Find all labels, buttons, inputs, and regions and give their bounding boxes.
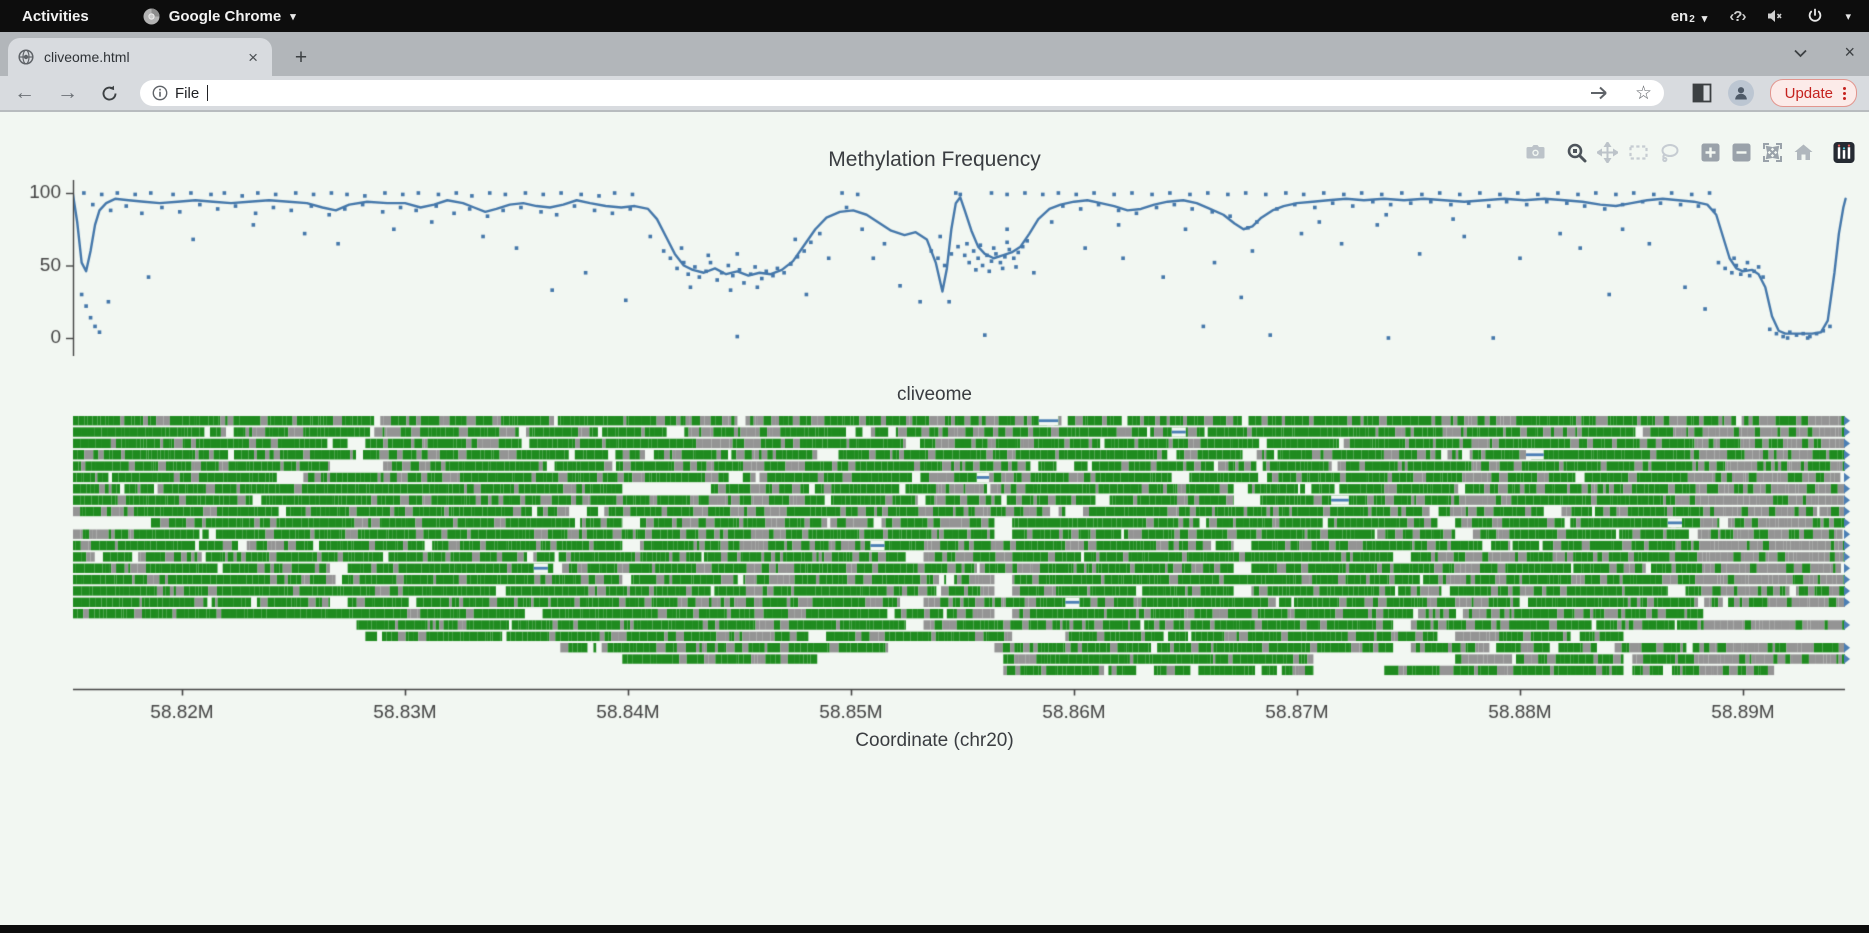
app-menu[interactable]: Google Chrome ▾ — [143, 8, 296, 25]
box-select-icon[interactable] — [1627, 141, 1649, 163]
bottom-edge — [0, 925, 1869, 933]
info-icon — [152, 85, 168, 101]
app-menu-label: Google Chrome — [168, 7, 282, 25]
back-button[interactable]: ← — [14, 81, 35, 104]
browser-toolbar: ← → File ☆ — [0, 76, 1869, 110]
reset-axes-home-icon[interactable] — [1792, 141, 1814, 163]
address-chip-label: File — [175, 84, 200, 102]
plot-page: Methylation Frequency cliveome Coordinat… — [0, 112, 1869, 925]
update-label: Update — [1784, 84, 1833, 102]
share-send-icon[interactable] — [1589, 84, 1609, 102]
toolbar-divider — [0, 110, 1869, 112]
new-tab-button[interactable]: + — [294, 46, 308, 69]
reads-track-title: cliveome — [897, 384, 972, 405]
forward-button[interactable]: → — [57, 81, 78, 104]
side-panel-icon[interactable] — [1692, 83, 1712, 103]
keyboard-layout-indicator[interactable]: en 2 ▾ — [1670, 7, 1708, 25]
pan-tool-icon[interactable] — [1596, 141, 1618, 163]
methylation-chart-title: Methylation Frequency — [828, 148, 1041, 171]
system-menu-caret-icon[interactable]: ▾ — [1845, 10, 1851, 23]
tab-close-icon[interactable]: × — [248, 47, 258, 67]
bookmark-star-icon[interactable]: ☆ — [1634, 82, 1652, 104]
download-camera-icon[interactable] — [1524, 141, 1546, 163]
help-indicator-icon[interactable]: ‹?› — [1729, 7, 1746, 25]
gnome-top-bar: Activities Google Chrome ▾ en 2 ▾ ‹?› — [0, 0, 1869, 32]
window-minimize-icon[interactable] — [1793, 48, 1808, 58]
plotly-modebar — [1524, 141, 1855, 163]
address-text-caret — [207, 85, 209, 101]
browser-menu-icon[interactable] — [1843, 86, 1846, 100]
person-icon — [1734, 87, 1747, 100]
profile-avatar[interactable] — [1727, 80, 1754, 106]
window-close-icon[interactable]: × — [1844, 42, 1855, 62]
reads-track-canvas[interactable] — [0, 405, 1869, 765]
zoom-tool-icon[interactable] — [1565, 141, 1587, 163]
power-icon[interactable] — [1807, 8, 1823, 24]
volume-muted-icon[interactable] — [1767, 8, 1785, 24]
browser-tab-strip: cliveome.html × + × — [0, 32, 1869, 76]
reload-button[interactable] — [100, 84, 119, 103]
address-bar[interactable]: File ☆ — [140, 80, 1664, 106]
tab-cliveome[interactable]: cliveome.html × — [8, 38, 272, 76]
keyboard-caret-icon: ▾ — [1701, 12, 1708, 25]
plotly-logo-icon[interactable] — [1833, 141, 1855, 163]
site-info-chip[interactable]: File — [152, 85, 199, 102]
update-button[interactable]: Update — [1769, 79, 1857, 107]
x-axis-title: Coordinate (chr20) — [855, 730, 1014, 751]
chrome-logo-icon — [143, 8, 160, 24]
methylation-chart-canvas[interactable] — [0, 172, 1869, 367]
globe-favicon-icon — [18, 49, 34, 65]
activities-button[interactable]: Activities — [22, 7, 89, 25]
zoom-out-icon[interactable] — [1730, 141, 1752, 163]
autoscale-icon[interactable] — [1761, 141, 1783, 163]
lasso-select-icon[interactable] — [1658, 141, 1680, 163]
tab-title: cliveome.html — [44, 49, 130, 65]
zoom-in-icon[interactable] — [1699, 141, 1721, 163]
app-menu-caret-icon: ▾ — [290, 10, 296, 23]
